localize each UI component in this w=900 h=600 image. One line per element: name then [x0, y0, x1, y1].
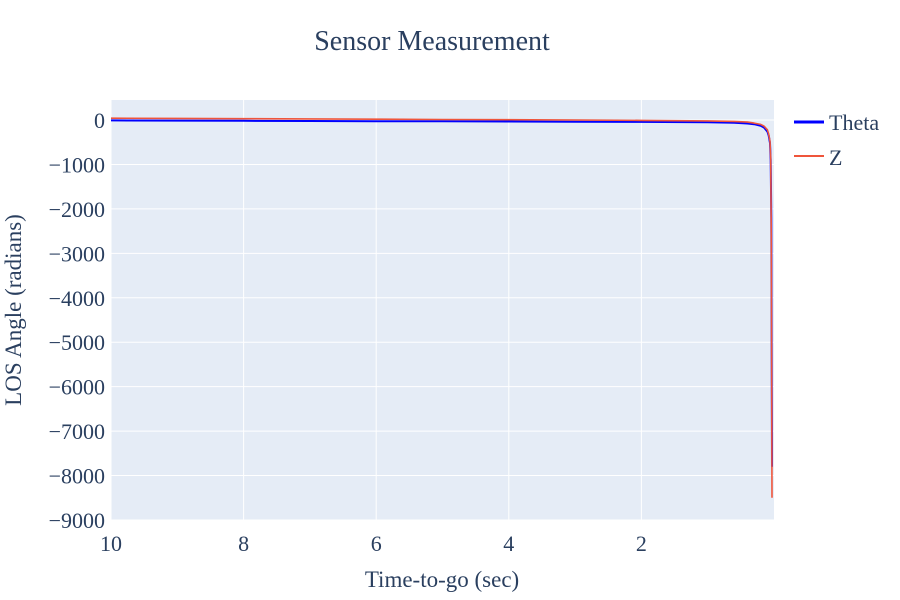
x-axis-title: Time-to-go (sec): [365, 567, 519, 592]
plot-area: [111, 100, 774, 520]
legend-label-z: Z: [829, 145, 842, 170]
y-tick-label: −8000: [49, 464, 105, 489]
y-tick-label: −6000: [49, 375, 105, 400]
legend-item-theta[interactable]: Theta: [794, 110, 879, 135]
chart-title: Sensor Measurement: [314, 26, 550, 57]
y-tick-label: −4000: [49, 286, 105, 311]
y-tick-label: 0: [94, 108, 105, 133]
y-tick-label: −7000: [49, 419, 105, 444]
y-axis-title: LOS Angle (radians): [1, 214, 26, 406]
y-axis-ticks: 0 −1000 −2000 −3000 −4000 −5000 −6000 −7000 −800…: [49, 108, 105, 533]
series-lines: [110, 117, 773, 498]
y-tick-label: −2000: [49, 197, 105, 222]
y-tick-label: −3000: [49, 241, 105, 266]
grid-lines: [110, 100, 774, 521]
y-tick-label: −9000: [49, 508, 105, 533]
x-tick-label: 4: [503, 531, 514, 556]
legend-label-theta: Theta: [829, 110, 879, 135]
y-tick-label: −5000: [49, 330, 105, 355]
x-axis-ticks: 10 8 6 4 2: [100, 531, 647, 556]
x-tick-label: 6: [371, 531, 382, 556]
series-line-z: [110, 117, 773, 498]
x-tick-label: 2: [636, 531, 647, 556]
y-tick-label: −1000: [49, 152, 105, 177]
legend-item-z[interactable]: Z: [794, 145, 842, 170]
x-tick-label: 10: [100, 531, 122, 556]
x-tick-label: 8: [238, 531, 249, 556]
legend: Theta Z: [794, 110, 879, 170]
